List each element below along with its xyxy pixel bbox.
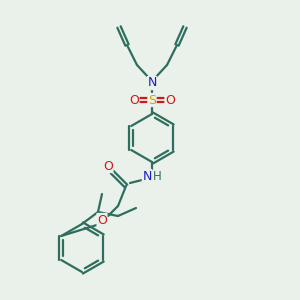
Text: O: O: [103, 160, 113, 172]
Text: O: O: [97, 214, 107, 226]
Text: N: N: [147, 76, 157, 89]
Text: O: O: [165, 94, 175, 106]
Text: N: N: [142, 169, 152, 182]
Text: S: S: [148, 94, 156, 106]
Text: H: H: [153, 170, 161, 184]
Text: O: O: [129, 94, 139, 106]
